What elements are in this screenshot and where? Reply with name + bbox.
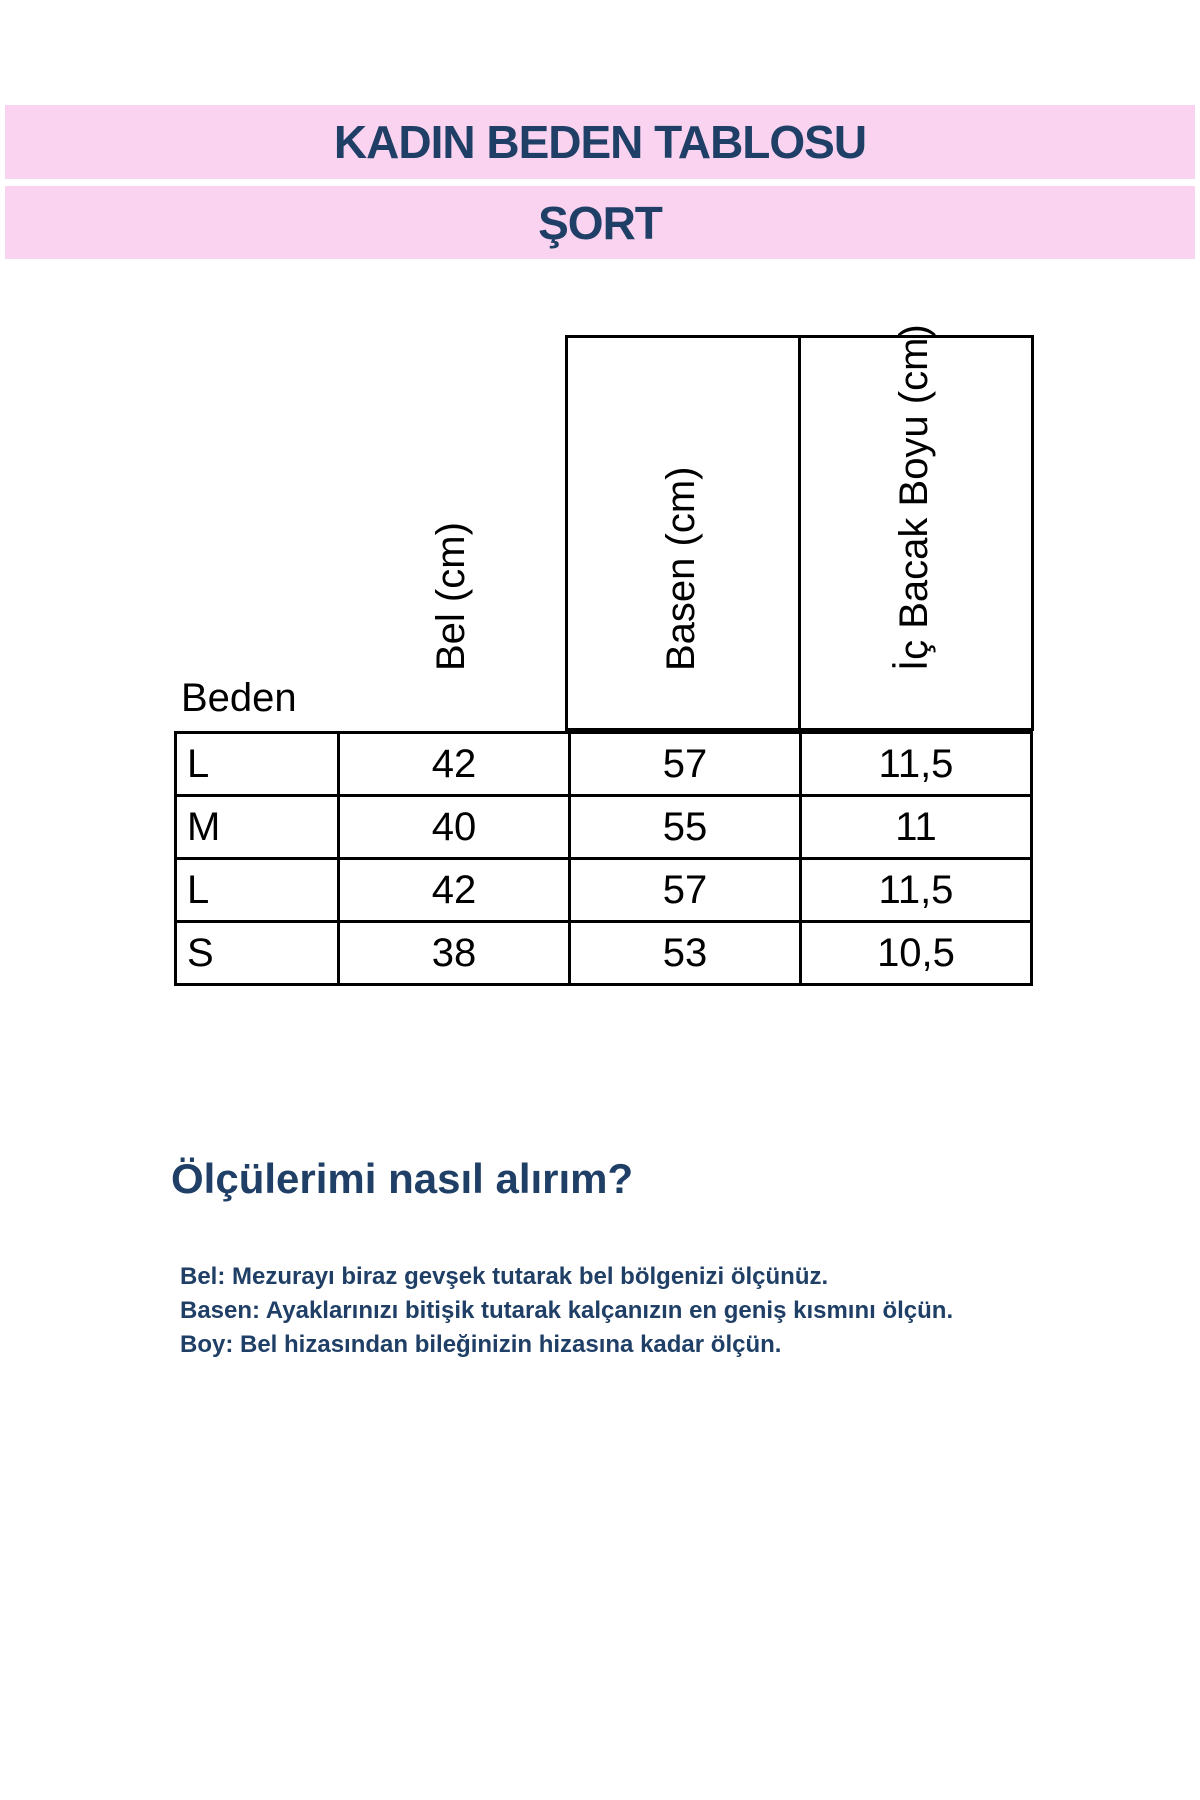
size-cell: L (174, 731, 340, 797)
page-subtitle: ŞORT (538, 196, 663, 249)
column-header-basen: Basen (cm) (565, 335, 801, 731)
value-cell: 42 (337, 857, 571, 923)
guide-line-boy: Boy: Bel hizasından bileğinizin hizasına… (180, 1331, 782, 1358)
value-cell: 38 (337, 920, 571, 986)
column-header-beden: Beden (181, 676, 297, 720)
column-header-bel: Bel (cm) (428, 522, 473, 671)
value-cell: 57 (568, 857, 802, 923)
value-cell: 57 (568, 731, 802, 797)
table-row: L 42 57 11,5 (174, 731, 1033, 797)
value-cell: 42 (337, 731, 571, 797)
table-row: L 42 57 11,5 (174, 857, 1033, 923)
size-cell: M (174, 794, 340, 860)
value-cell: 40 (337, 794, 571, 860)
size-cell: S (174, 920, 340, 986)
value-cell: 11,5 (799, 731, 1033, 797)
size-cell: L (174, 857, 340, 923)
guide-line-bel: Bel: Mezurayı biraz gevşek tutarak bel b… (180, 1263, 829, 1290)
table-row: M 40 55 11 (174, 794, 1033, 860)
page-title: KADIN BEDEN TABLOSU (333, 116, 867, 168)
guide-heading: Ölçülerimi nasıl alırım? (171, 1155, 634, 1202)
value-cell: 11,5 (799, 857, 1033, 923)
column-header-ic-bacak: İç Bacak Boyu (cm) (798, 324, 1034, 731)
guide-line-basen: Basen: Ayaklarınızı bitişik tutarak kalç… (180, 1297, 954, 1324)
table-row: S 38 53 10,5 (174, 920, 1033, 986)
subtitle-band: ŞORT (5, 186, 1195, 259)
size-table: L 42 57 11,5 M 40 55 11 L 42 57 11,5 S 38 53 10,5 (174, 731, 1033, 986)
value-cell: 10,5 (799, 920, 1033, 986)
value-cell: 55 (568, 794, 802, 860)
value-cell: 11 (799, 794, 1033, 860)
title-band: KADIN BEDEN TABLOSU (5, 105, 1195, 179)
value-cell: 53 (568, 920, 802, 986)
